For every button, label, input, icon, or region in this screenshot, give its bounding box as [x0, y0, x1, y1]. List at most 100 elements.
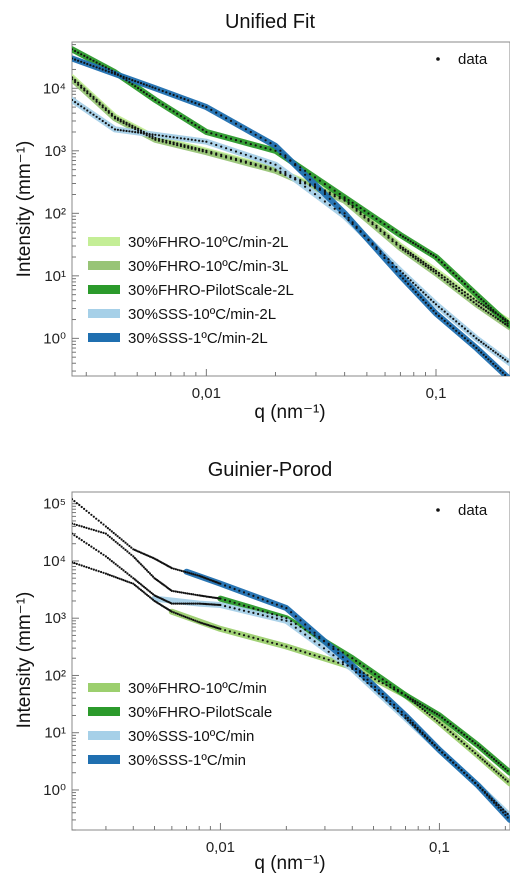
data-point	[259, 136, 262, 139]
data-point	[180, 591, 183, 594]
legend: 30%FHRO-10ºC/min-2L 30%FHRO-10ºC/min-3L 30…	[88, 51, 488, 347]
data-point	[219, 597, 222, 600]
data-point	[482, 304, 485, 307]
data-point	[466, 339, 469, 342]
data-point	[371, 223, 374, 226]
data-point	[304, 651, 307, 654]
data-point	[161, 134, 164, 137]
data-point	[150, 597, 153, 600]
data-point	[128, 130, 131, 133]
data-point	[465, 735, 469, 739]
data-point	[138, 587, 141, 590]
data-point	[422, 248, 425, 251]
data-point	[182, 615, 185, 618]
data-point	[80, 86, 83, 89]
data-point	[289, 174, 292, 177]
data-point	[142, 591, 145, 594]
data-point	[257, 612, 260, 616]
data-point	[122, 540, 125, 543]
data-point	[85, 566, 88, 569]
data-point	[434, 255, 438, 259]
data-point	[446, 313, 449, 316]
data-point	[469, 342, 472, 345]
data-point	[449, 730, 452, 734]
data-point	[274, 163, 277, 166]
data-point	[138, 561, 141, 564]
data-point	[87, 543, 91, 547]
data-point	[139, 129, 143, 132]
data-point	[196, 602, 199, 605]
data-point	[431, 710, 434, 713]
data-point	[266, 600, 269, 603]
data-point	[113, 72, 117, 75]
data-point	[457, 729, 460, 732]
data-point	[215, 111, 218, 114]
data-point	[412, 288, 415, 291]
data-point	[244, 153, 247, 156]
data-point	[308, 173, 312, 176]
data-point	[497, 804, 500, 807]
data-point	[414, 726, 417, 729]
data-point	[367, 218, 370, 221]
data-point	[294, 164, 297, 167]
data-point	[452, 761, 455, 764]
data-point	[75, 562, 78, 566]
data-point	[72, 48, 74, 51]
data-point	[355, 209, 358, 212]
data-point	[205, 151, 208, 154]
data-point	[401, 248, 405, 251]
data-point	[74, 49, 77, 53]
data-point	[389, 703, 392, 706]
data-point	[145, 93, 148, 96]
data-point	[463, 282, 466, 285]
data-point	[433, 717, 436, 720]
data-point	[375, 246, 378, 249]
data-point	[452, 317, 455, 320]
data-point	[327, 650, 330, 653]
y-tick-label: 10²	[44, 667, 66, 684]
data-point	[234, 122, 238, 125]
data-point	[399, 246, 402, 249]
data-point	[104, 69, 107, 72]
data-point	[299, 166, 302, 169]
data-point	[299, 619, 302, 622]
data-point	[429, 307, 432, 310]
data-point	[414, 700, 417, 703]
legend: 30%FHRO-10ºC/min 30%FHRO-PilotScale 30%SSS…	[88, 502, 488, 769]
data-point	[351, 667, 354, 671]
data-point	[499, 809, 502, 812]
data-point	[157, 137, 161, 141]
data-point	[142, 83, 145, 86]
data-point	[492, 799, 496, 802]
data-point	[322, 657, 326, 660]
data-point	[488, 754, 491, 757]
data-point	[417, 244, 420, 248]
data-point	[100, 570, 103, 574]
data-point	[190, 121, 193, 124]
legend-swatch	[88, 755, 120, 764]
legend-swatch	[88, 285, 120, 294]
data-point	[101, 64, 104, 67]
data-point	[495, 804, 498, 807]
data-point	[86, 92, 89, 95]
data-point	[495, 770, 498, 773]
data-point	[186, 602, 189, 605]
data-point	[482, 308, 485, 311]
data-point	[457, 766, 460, 769]
data-point	[409, 240, 412, 243]
data-point	[108, 574, 111, 577]
y-axis-label: Intensity (mm⁻¹)	[14, 592, 35, 729]
data-point	[73, 523, 76, 526]
data-point	[239, 125, 242, 128]
data-point	[304, 182, 307, 185]
data-point	[499, 319, 502, 322]
data-point	[108, 535, 111, 539]
data-point	[318, 637, 321, 640]
data-point	[78, 503, 81, 507]
data-point	[95, 98, 98, 101]
data-point	[454, 764, 458, 767]
data-point	[144, 567, 147, 571]
data-point	[228, 630, 231, 633]
data-point	[401, 277, 405, 280]
